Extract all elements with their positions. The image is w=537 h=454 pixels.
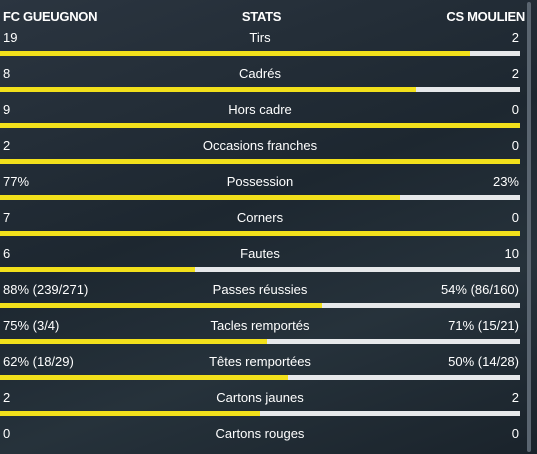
home-value: 9	[3, 102, 11, 117]
home-bar	[0, 195, 401, 200]
home-value: 2	[3, 138, 11, 153]
away-bar	[470, 51, 520, 56]
home-value: 62% (18/29)	[3, 354, 74, 369]
away-bar	[322, 303, 520, 308]
stat-label: Hors cadre	[228, 102, 292, 117]
away-bar	[260, 411, 520, 416]
away-value: 2	[511, 390, 519, 405]
away-value: 10	[504, 246, 519, 261]
home-value: 2	[3, 390, 11, 405]
stat-label: Cartons rouges	[215, 426, 305, 441]
home-bar	[0, 303, 323, 308]
away-value: 0	[511, 102, 519, 117]
stat-label: Passes réussies	[212, 282, 308, 297]
home-value: 7	[3, 210, 11, 225]
away-value: 50% (14/28)	[448, 354, 519, 369]
home-bar	[0, 339, 268, 344]
away-value: 2	[511, 30, 519, 45]
home-bar	[0, 87, 416, 92]
home-value: 8	[3, 66, 11, 81]
home-bar	[0, 267, 195, 272]
away-value: 54% (86/160)	[440, 282, 519, 297]
away-bar	[416, 87, 520, 92]
stat-label: Occasions franches	[202, 138, 318, 153]
away-value: 0	[511, 210, 519, 225]
scrollbar[interactable]	[527, 2, 531, 452]
home-value: 0	[3, 426, 11, 441]
home-bar	[0, 411, 260, 416]
away-value: 71% (15/21)	[448, 318, 519, 333]
stat-label: Tacles remportés	[210, 318, 310, 333]
home-bar	[0, 123, 520, 128]
home-bar	[0, 51, 471, 56]
home-value: 88% (239/271)	[3, 282, 89, 297]
stat-label: Têtes remportées	[209, 354, 311, 369]
stat-label: Cadrés	[239, 66, 281, 81]
home-team: FC GUEUGNON	[3, 9, 98, 24]
stat-label: Cartons jaunes	[216, 390, 304, 405]
home-value: 77%	[3, 174, 30, 189]
away-value: 2	[511, 66, 519, 81]
home-bar	[0, 159, 520, 164]
stat-label: Fautes	[240, 246, 280, 261]
home-bar	[0, 231, 520, 236]
away-team: CS MOULIEN	[446, 9, 525, 24]
stat-label: Tirs	[249, 30, 271, 45]
stats-title: STATS	[241, 9, 282, 24]
stat-label: Corners	[236, 210, 284, 225]
away-value: 23%	[492, 174, 519, 189]
stat-label: Possession	[226, 174, 294, 189]
home-value: 19	[3, 30, 18, 45]
away-bar	[400, 195, 520, 200]
away-bar	[287, 375, 520, 380]
away-bar	[195, 267, 520, 272]
home-bar	[0, 375, 288, 380]
away-bar	[267, 339, 520, 344]
home-value: 75% (3/4)	[3, 318, 60, 333]
away-value: 0	[511, 138, 519, 153]
home-value: 6	[3, 246, 11, 261]
away-value: 0	[511, 426, 519, 441]
